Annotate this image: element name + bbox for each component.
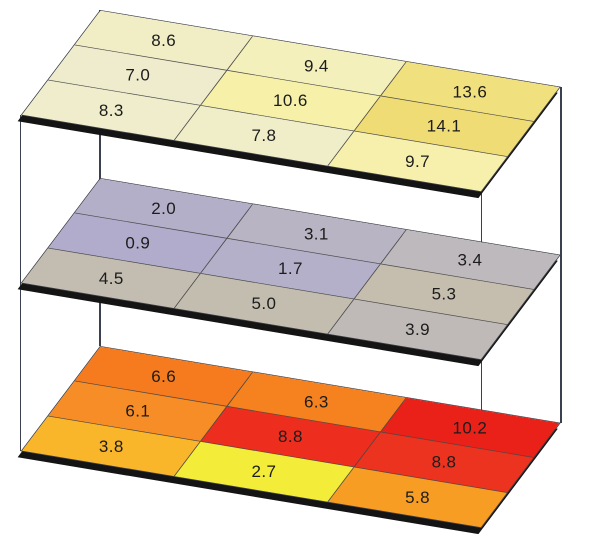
cell-value: 10.2	[452, 418, 488, 438]
cell-value: 10.6	[273, 91, 308, 111]
cell-value: 7.0	[125, 65, 150, 85]
cell-value: 4.5	[98, 268, 124, 288]
cell-value: 8.3	[98, 100, 124, 120]
cell-value: 1.7	[278, 259, 303, 279]
cell-value: 8.8	[278, 427, 303, 447]
cell-value: 3.1	[304, 224, 330, 244]
cell-value: 3.9	[405, 319, 430, 339]
cell-value: 14.1	[426, 116, 462, 136]
cell-value: 6.6	[151, 366, 177, 386]
cell-value: 5.3	[431, 284, 457, 304]
cell-value: 8.8	[431, 452, 457, 472]
cell-value: 8.6	[151, 30, 177, 50]
cell-value: 6.1	[125, 401, 150, 421]
connector-line-back-right	[560, 86, 562, 423]
cell-value: 13.6	[452, 82, 488, 102]
cell-value: 5.8	[405, 487, 430, 507]
cell-value: 3.8	[98, 436, 124, 456]
cell-value: 9.4	[304, 56, 330, 76]
connector-line-back-left	[99, 10, 101, 346]
cell-value: 6.3	[304, 392, 330, 412]
cell-value: 2.0	[151, 198, 177, 218]
cell-value: 3.4	[457, 250, 483, 270]
cell-value: 2.7	[251, 462, 277, 482]
cell-value: 0.9	[125, 233, 150, 253]
cell-value: 5.0	[251, 294, 277, 314]
cell-value: 9.7	[405, 151, 430, 171]
cell-value: 7.8	[251, 126, 277, 146]
